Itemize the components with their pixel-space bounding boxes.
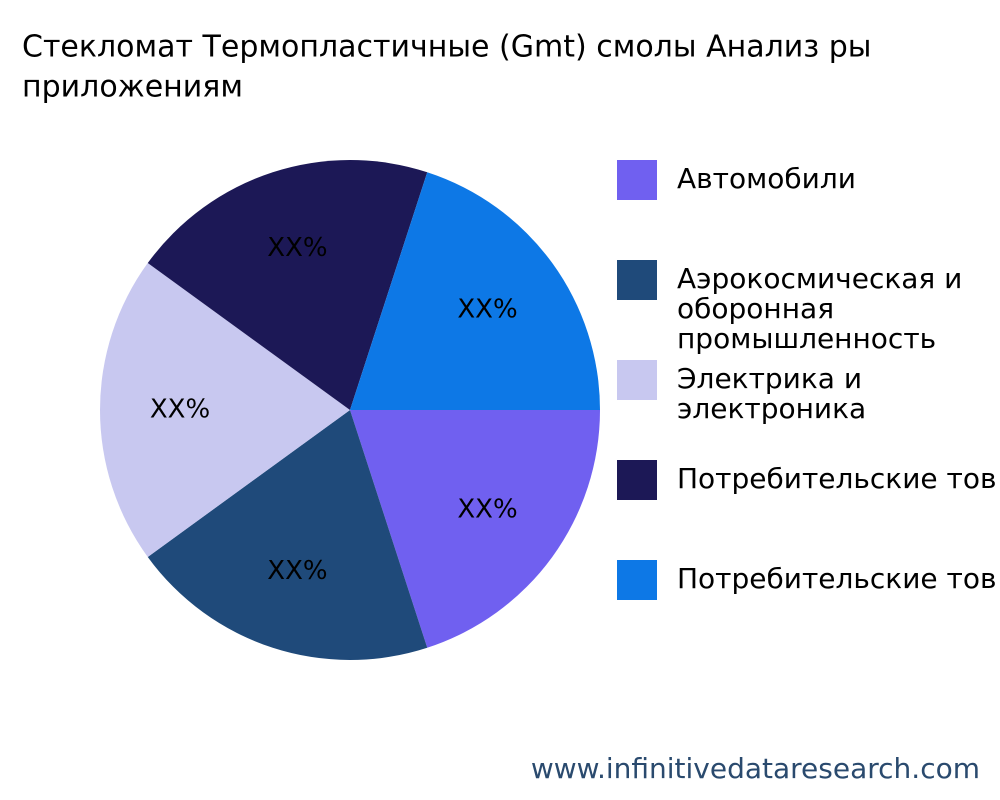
legend-label: Автомобили: [677, 162, 856, 195]
legend-label: Аэрокосмическая и оборонная промышленнос…: [677, 262, 971, 355]
slice-label: XX%: [457, 295, 517, 325]
legend-label: Потребительские тов: [677, 462, 996, 495]
chart-title: Стекломат Термопластичные (Gmt) смолы Ан…: [22, 30, 872, 65]
slice-label: XX%: [150, 395, 210, 425]
legend-swatch: [617, 360, 657, 400]
pie-slice: [350, 172, 600, 410]
legend-swatch: [617, 260, 657, 300]
legend-label: Электрика и электроника: [677, 362, 871, 425]
slice-label: XX%: [267, 233, 327, 263]
legend-swatch: [617, 160, 657, 200]
legend-swatch: [617, 560, 657, 600]
pie-slice: [147, 410, 428, 660]
slice-label: XX%: [267, 556, 327, 586]
chart-title: приложениям: [22, 70, 243, 105]
legend-label: Потребительские тов: [677, 562, 996, 595]
pie-slice: [147, 160, 428, 410]
legend-swatch: [617, 460, 657, 500]
slice-label: XX%: [457, 494, 517, 524]
pie-slice: [100, 263, 350, 557]
footer-url: www.infinitivedataresearch.com: [531, 752, 980, 785]
pie-slice: [350, 410, 600, 648]
